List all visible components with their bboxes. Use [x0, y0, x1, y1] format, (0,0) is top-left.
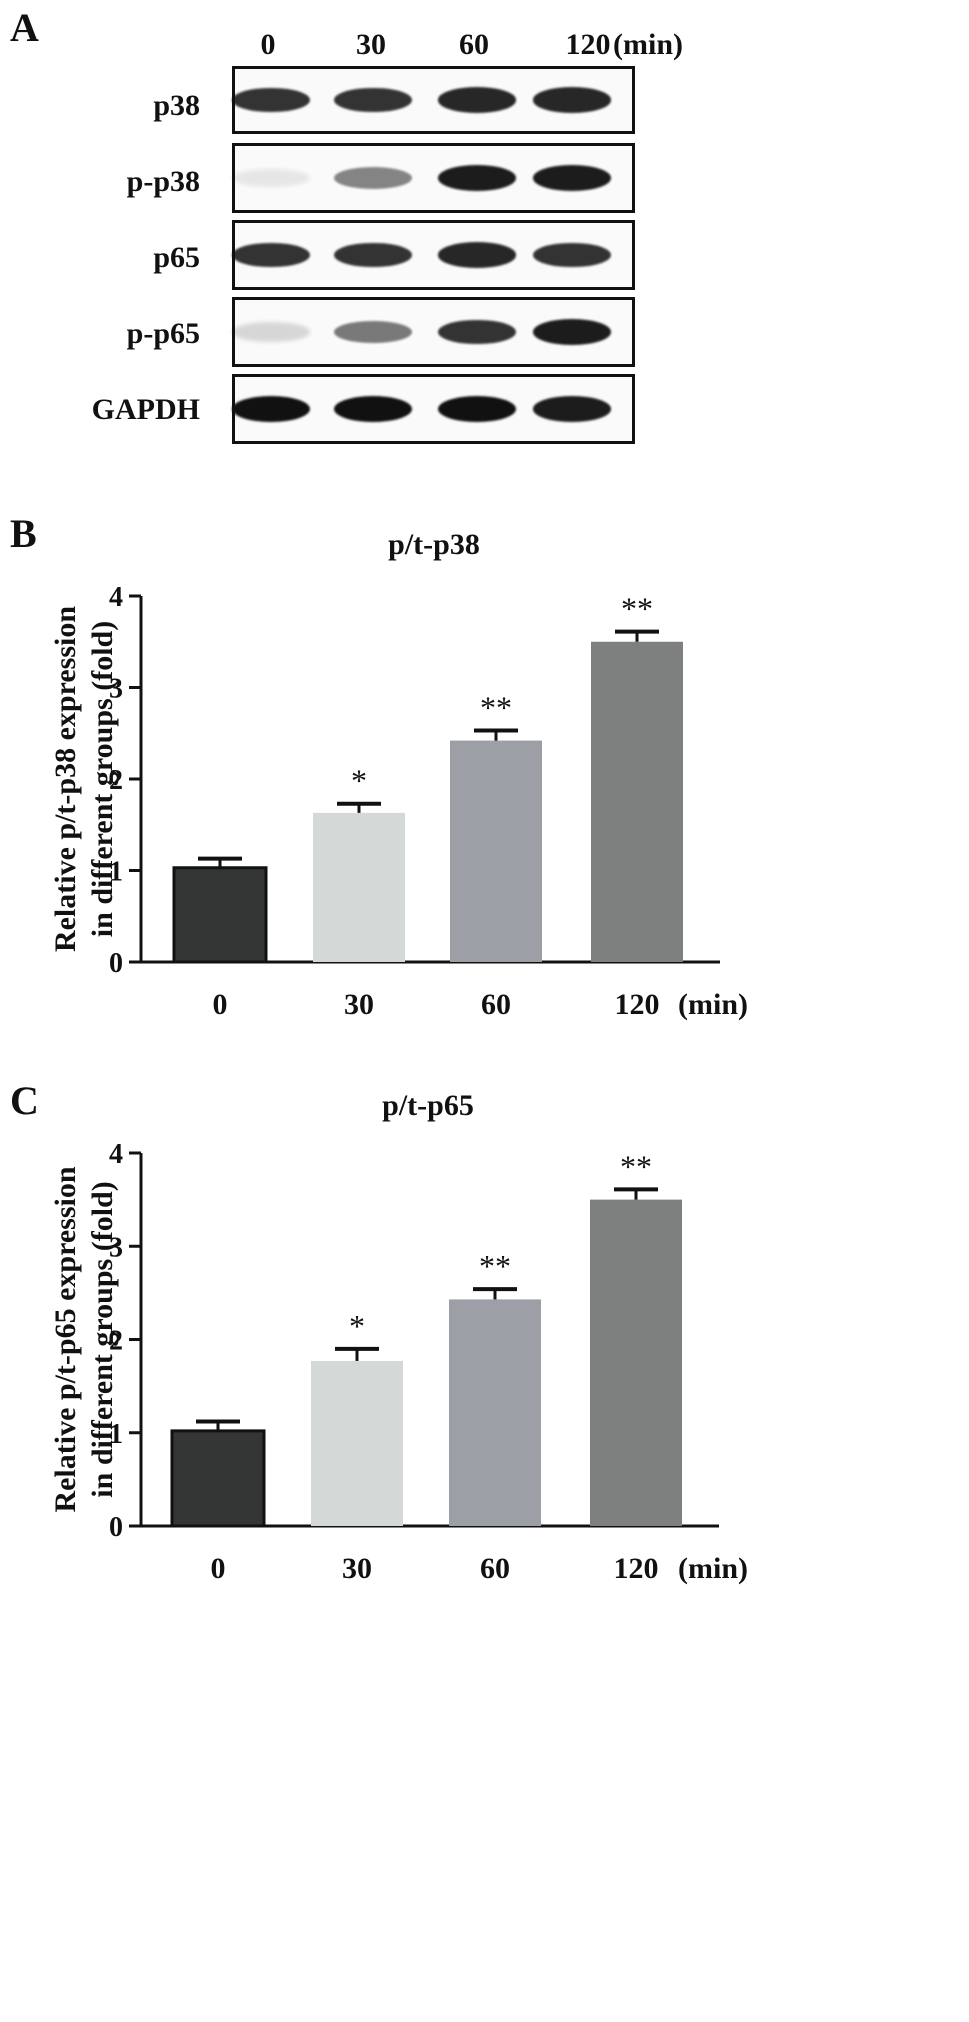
blot-band-p-p65-lane-60 [438, 319, 516, 345]
x-tick-label-60: 60 [480, 1552, 510, 1585]
blot-label-p-p38: p-p38 [126, 165, 200, 198]
bar-0 [172, 866, 268, 964]
panel-letter-a: A [10, 5, 39, 50]
x-tick-label-30: 30 [342, 1552, 372, 1585]
blot-band-p38-lane-60 [438, 87, 516, 113]
y-tick-label-4: 4 [109, 1139, 123, 1170]
y-axis-label-line-1: Relative p/t-p38 expression [49, 606, 82, 952]
blot-band-p-p38-lane-120 [533, 165, 611, 191]
blot-strip-p65 [232, 220, 635, 290]
blot-band-p-p38-lane-30 [334, 167, 412, 189]
blot-strip-p-p38 [232, 143, 635, 213]
y-tick-label-0: 0 [109, 948, 123, 979]
y-axis-label-line-2: in different groups (fold) [86, 1181, 119, 1497]
lane-label-0: 0 [260, 28, 276, 61]
lane-label-120: 120 [565, 28, 611, 61]
blot-band-p65-lane-120 [533, 242, 611, 268]
y-tick-label-0: 0 [109, 1512, 123, 1543]
blot-strip-p-p65 [232, 297, 635, 367]
bar-60 [449, 1299, 541, 1526]
y-axis-label-line-2: in different groups (fold) [86, 621, 119, 937]
bar-chart-p65: p/t-p65 Relative p/t-p65 expression in dif… [49, 1089, 748, 1585]
x-tick-label-0: 0 [211, 1552, 226, 1585]
y-tick-label-1: 1 [109, 1419, 123, 1450]
x-tick-label-120: 120 [614, 1552, 659, 1585]
blot-band-gapdh-lane-120 [533, 396, 611, 422]
lane-label-60: 60 [459, 28, 489, 61]
significance-mark-120: ** [620, 1148, 652, 1184]
bar-chart-p38: p/t-p38 Relative p/t-p38 expression in dif… [49, 528, 748, 1021]
x-tick-label-60: 60 [481, 988, 511, 1021]
lane-unit-label: (min) [613, 28, 683, 61]
blot-label-p-p65: p-p65 [126, 317, 200, 350]
blot-band-p-p65-lane-0 [232, 322, 310, 342]
x-axis-unit: (min) [678, 988, 748, 1021]
y-tick-label-2: 2 [109, 1326, 123, 1357]
y-tick-label-3: 3 [109, 674, 123, 705]
blot-band-gapdh-lane-0 [232, 396, 310, 422]
blot-band-p-p38-lane-60 [438, 165, 516, 191]
panel-letter-b: B [10, 511, 37, 556]
significance-mark-30: * [351, 763, 367, 799]
x-tick-label-0: 0 [213, 988, 228, 1021]
chart-title: p/t-p65 [382, 1089, 474, 1122]
significance-mark-120: ** [621, 591, 653, 627]
significance-mark-30: * [349, 1308, 365, 1344]
blot-band-p65-lane-0 [232, 242, 310, 268]
blot-strip-gapdh [232, 374, 635, 444]
blot-band-p-p38-lane-0 [232, 168, 310, 188]
x-tick-label-120: 120 [615, 988, 660, 1021]
bar-120 [590, 1199, 682, 1526]
y-axis-label-line-1: Relative p/t-p65 expression [49, 1166, 82, 1512]
y-tick-label-1: 1 [109, 857, 123, 888]
blot-band-p65-lane-60 [438, 242, 516, 268]
blot-label-p65: p65 [153, 241, 200, 274]
significance-mark-60: ** [479, 1248, 511, 1284]
blot-band-gapdh-lane-30 [334, 396, 412, 422]
x-tick-label-30: 30 [344, 988, 374, 1021]
x-axis-unit: (min) [678, 1552, 748, 1585]
lane-label-30: 30 [356, 28, 386, 61]
y-tick-label-4: 4 [109, 582, 123, 613]
chart-title: p/t-p38 [388, 528, 480, 561]
bar-0 [170, 1429, 266, 1528]
bar-30 [311, 1360, 403, 1526]
blot-label-p38: p38 [153, 89, 200, 122]
blot-band-p38-lane-30 [334, 87, 412, 113]
blot-band-p65-lane-30 [334, 242, 412, 268]
panel-letter-c: C [10, 1078, 39, 1123]
blot-band-p-p65-lane-30 [334, 320, 412, 344]
blot-band-p-p65-lane-120 [533, 319, 611, 345]
y-tick-label-2: 2 [109, 765, 123, 796]
bar-120 [591, 641, 683, 962]
y-tick-label-3: 3 [109, 1232, 123, 1263]
significance-mark-60: ** [480, 690, 512, 726]
blot-band-gapdh-lane-60 [438, 396, 516, 422]
blot-strip-p38 [232, 66, 635, 134]
blot-band-p38-lane-0 [232, 87, 310, 113]
blot-band-p38-lane-120 [533, 87, 611, 113]
bar-60 [450, 740, 542, 962]
bar-30 [313, 812, 405, 962]
blot-label-gapdh: GAPDH [91, 393, 200, 426]
